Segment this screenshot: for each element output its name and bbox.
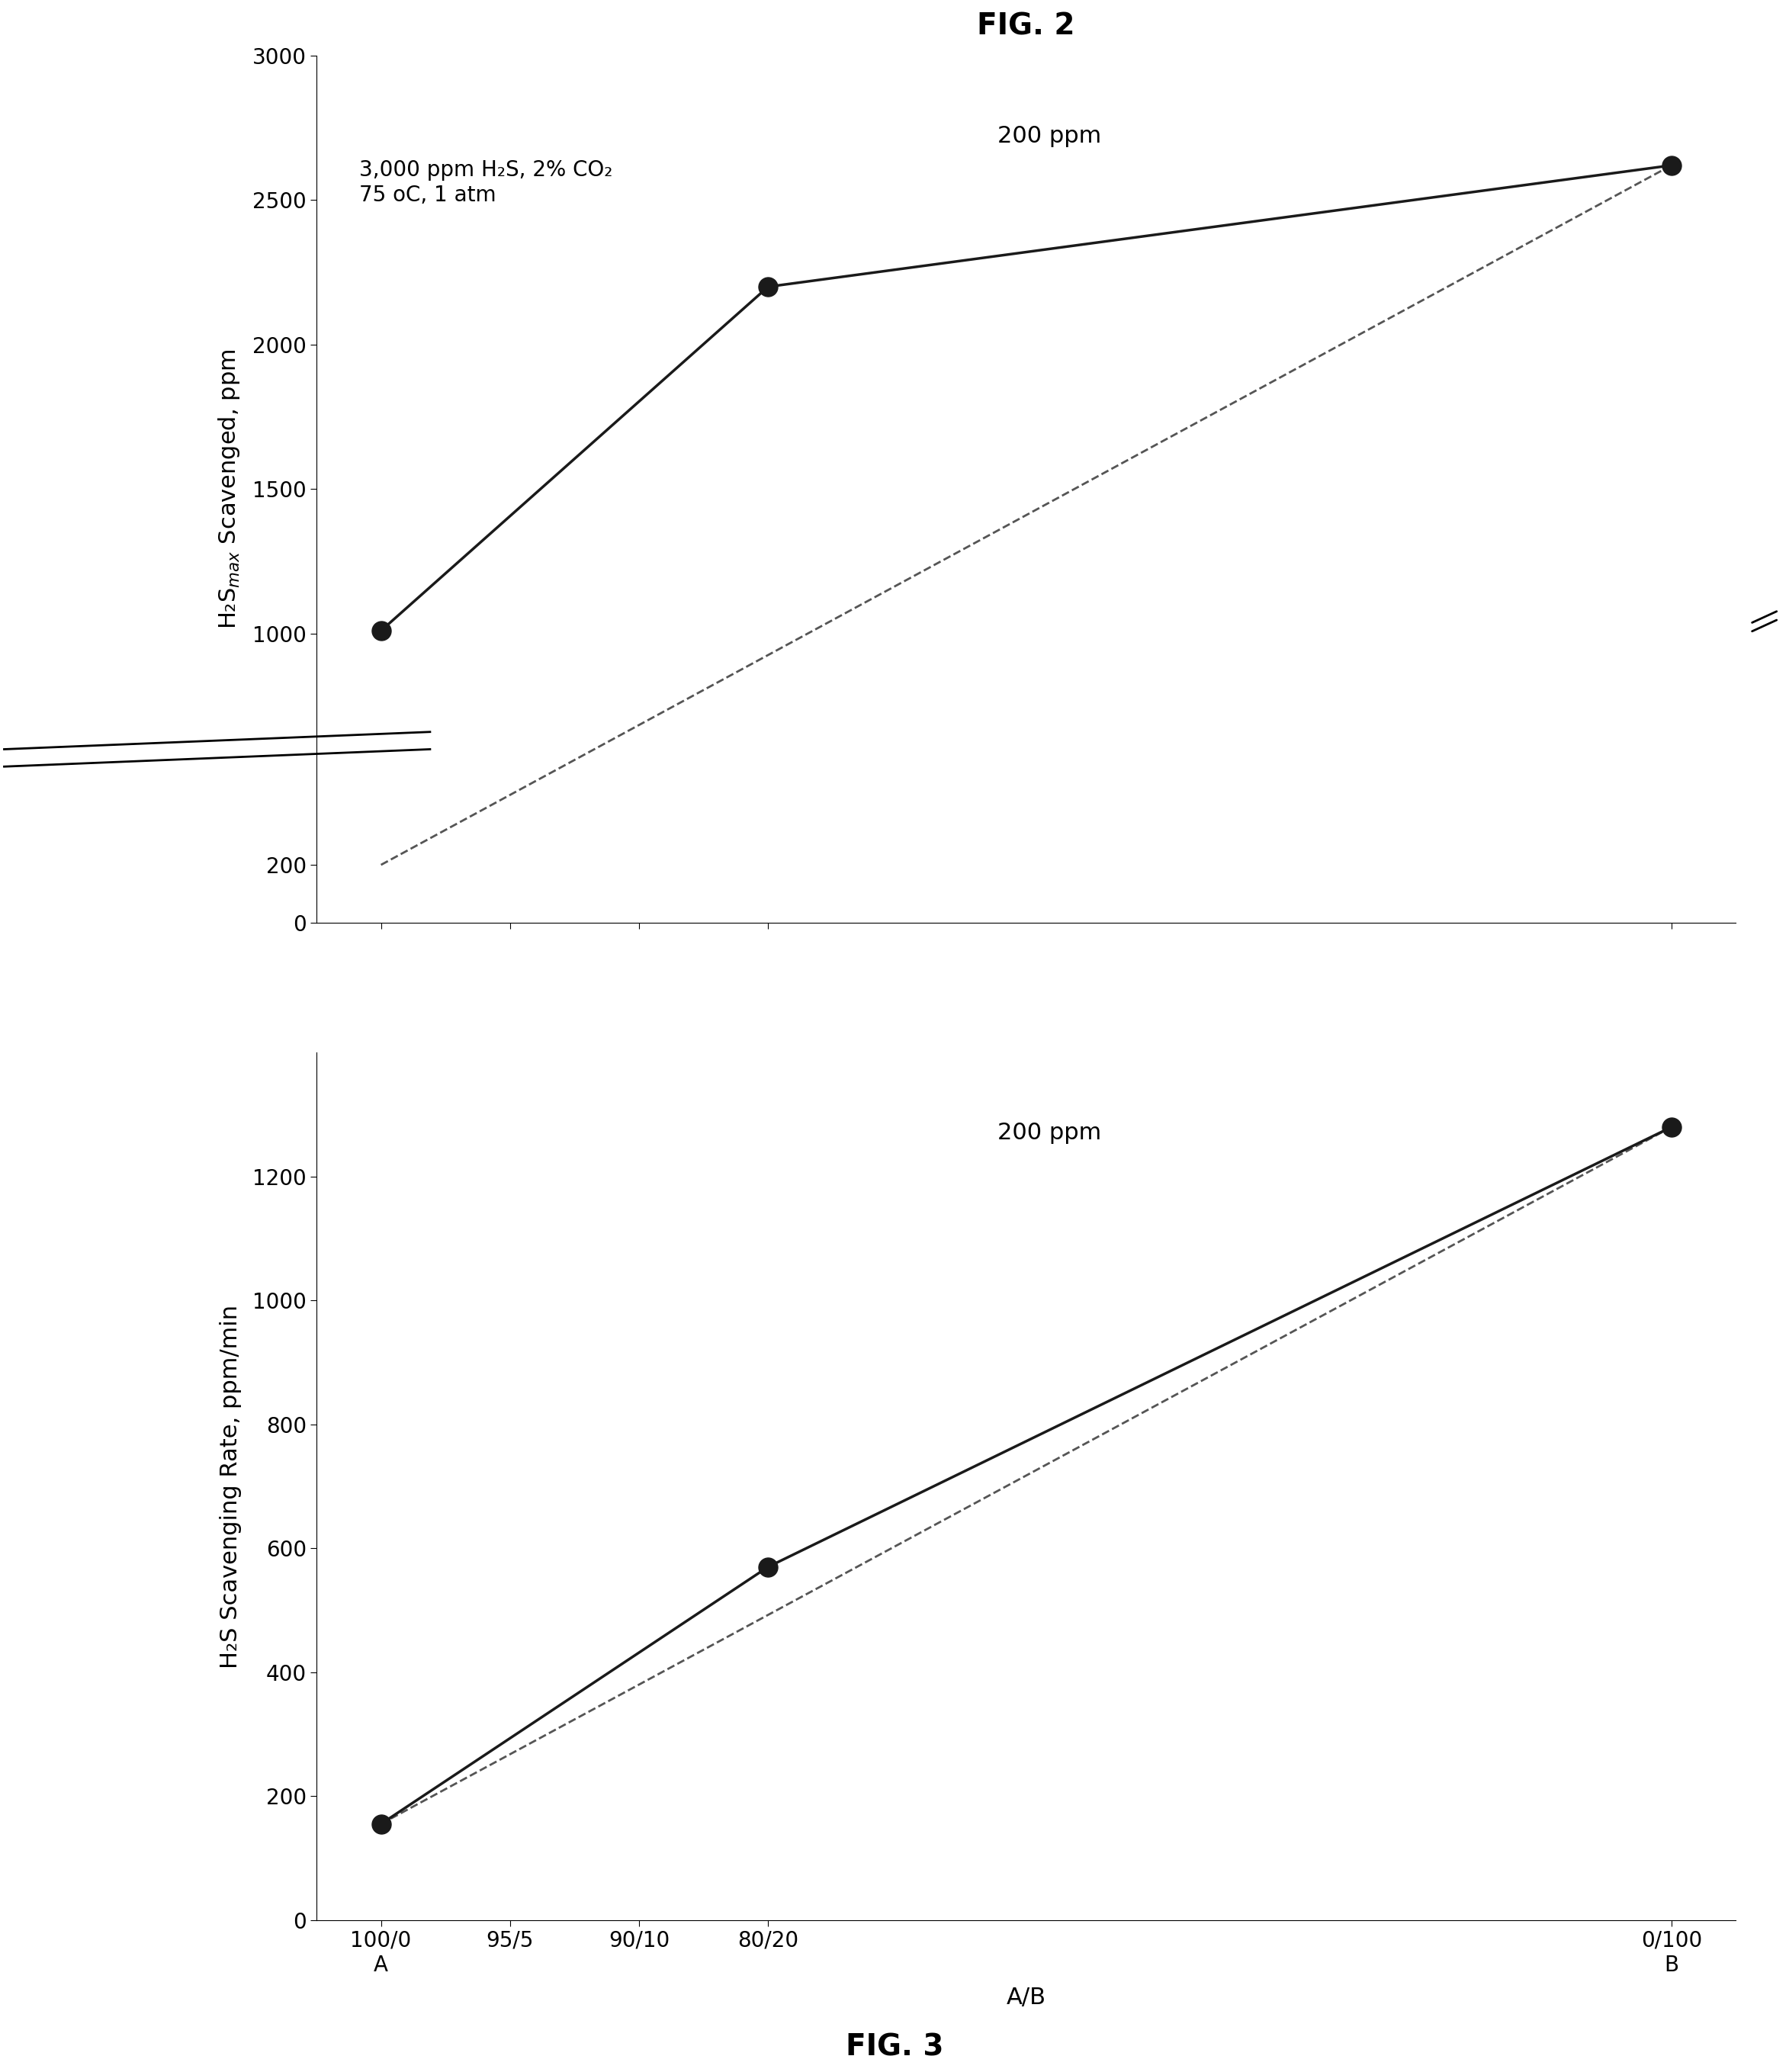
Y-axis label: H₂S$_{max}$ Scavenged, ppm: H₂S$_{max}$ Scavenged, ppm <box>216 348 242 630</box>
Text: 200 ppm: 200 ppm <box>998 124 1102 147</box>
Text: 200 ppm: 200 ppm <box>998 1123 1102 1144</box>
Text: 3,000 ppm H₂S, 2% CO₂
75 oC, 1 atm: 3,000 ppm H₂S, 2% CO₂ 75 oC, 1 atm <box>360 160 612 205</box>
Text: FIG. 3: FIG. 3 <box>846 2033 943 2062</box>
Y-axis label: H₂S Scavenging Rate, ppm/min: H₂S Scavenging Rate, ppm/min <box>220 1305 242 1668</box>
Title: FIG. 2: FIG. 2 <box>977 12 1075 41</box>
X-axis label: A/B: A/B <box>1007 1987 1047 2008</box>
